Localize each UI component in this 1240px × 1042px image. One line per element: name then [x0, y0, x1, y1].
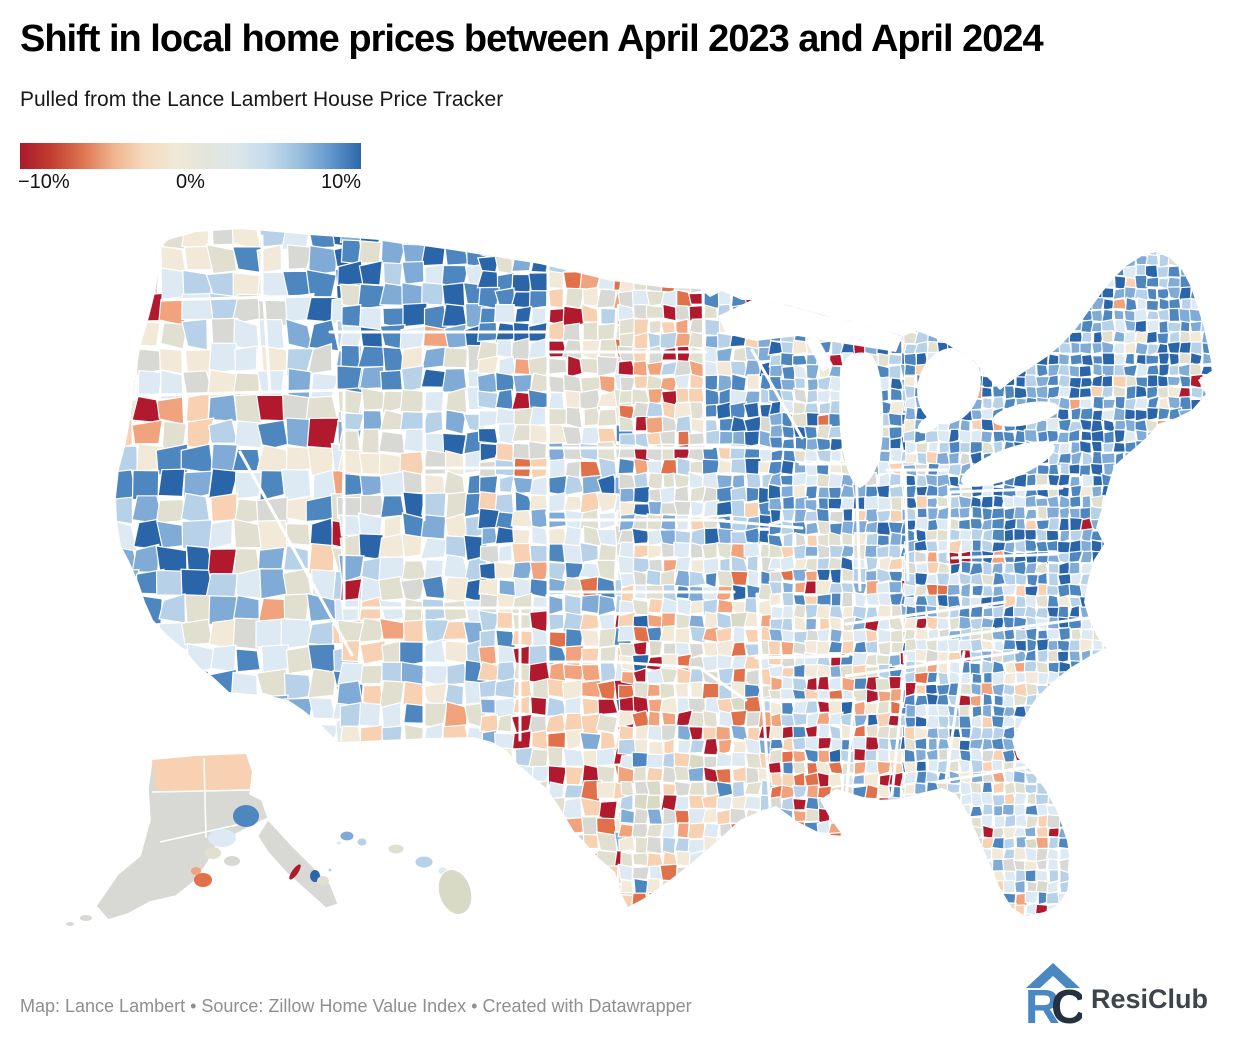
legend-labels: −10% 0% 10% [18, 171, 361, 197]
alaska-inset[interactable] [66, 753, 339, 926]
legend-max-label: 10% [320, 171, 361, 193]
great-lakes [718, 298, 1060, 488]
page-subtitle: Pulled from the Lance Lambert House Pric… [20, 88, 504, 111]
legend-mid-label: 0% [176, 171, 205, 193]
resiclub-logo-icon: R C [1025, 963, 1082, 1027]
logo-roof-arrow [1026, 963, 1080, 988]
resiclub-logo-text: ResiClub [1091, 984, 1209, 1014]
logo-letter-r: R [1025, 981, 1060, 1027]
hawaii-inset[interactable] [327, 830, 477, 919]
legend-gradient-bar [20, 143, 361, 169]
page-title: Shift in local home prices between April… [20, 18, 1044, 60]
legend-min-label: −10% [18, 171, 70, 193]
logo-letter-c: C [1051, 981, 1082, 1027]
footer-credit: Map: Lance Lambert • Source: Zillow Home… [20, 996, 692, 1016]
state-borders-layer [118, 234, 1090, 808]
